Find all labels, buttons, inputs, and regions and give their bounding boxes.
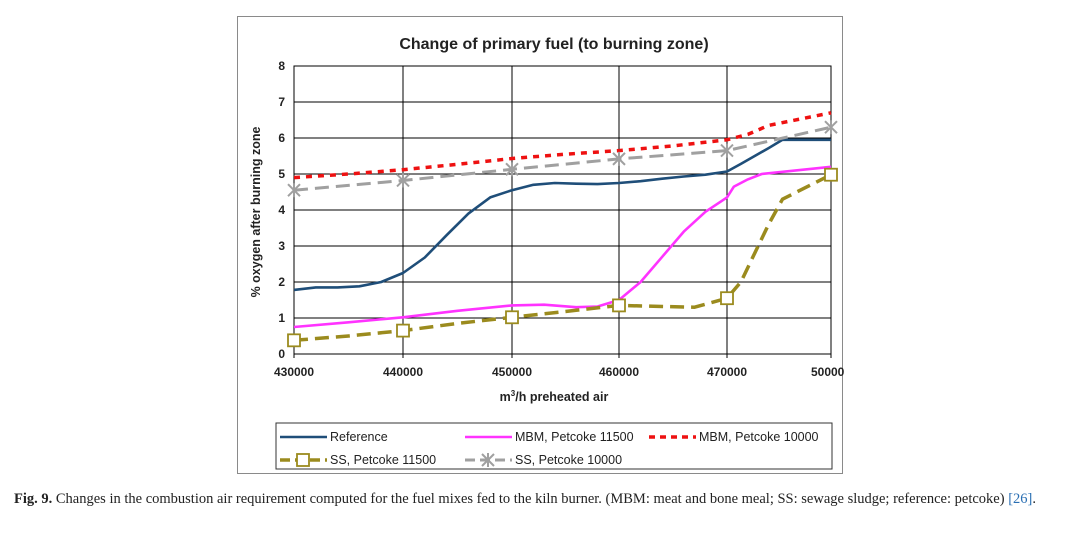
figure-caption: Fig. 9. Changes in the combustion air re… — [14, 489, 1074, 509]
series-marker-5 — [505, 162, 519, 177]
series-line-2 — [293, 165, 832, 329]
series-marker-4 — [612, 298, 626, 313]
chart-title: Change of primary fuel (to burning zone) — [399, 36, 708, 53]
series-line-5 — [293, 125, 832, 192]
x-tick-label: 430000 — [274, 365, 314, 379]
x-tick-label: 470000 — [707, 365, 747, 379]
series-marker-5 — [612, 151, 626, 166]
grid — [293, 65, 832, 355]
x-tick-label: 450000 — [492, 365, 532, 379]
series-marker-4 — [396, 323, 410, 338]
series-marker-5 — [720, 143, 734, 158]
legend-marker-4 — [296, 453, 310, 467]
x-tick-label: 500000 — [811, 365, 844, 379]
legend-marker-5 — [481, 453, 495, 467]
y-tick-label: 8 — [278, 59, 285, 73]
y-tick-label: 1 — [278, 311, 285, 325]
series-marker-5 — [824, 120, 838, 135]
y-axis-title: % oxygen after burning zone — [249, 127, 263, 298]
y-tick-label: 5 — [278, 167, 285, 181]
legend-label-2: MBM, Petcoke 11500 — [515, 430, 634, 444]
series-marker-4 — [824, 167, 838, 182]
caption-end: . — [1032, 491, 1036, 507]
axes: 0 1 2 3 4 5 6 7 8 430000 440000 450000 460000 470000 5… — [274, 59, 844, 379]
series-marker-4 — [720, 291, 734, 306]
series-markers — [287, 120, 838, 348]
legend-box — [275, 422, 833, 470]
x-axis-title: m3/h preheated air — [500, 389, 609, 404]
y-tick-label: 0 — [278, 347, 285, 361]
series-marker-5 — [396, 173, 410, 188]
y-tick-label: 2 — [278, 275, 285, 289]
series-line-4 — [293, 173, 832, 343]
series-line-1 — [293, 138, 831, 292]
legend-label-4: SS, Petcoke 11500 — [330, 453, 436, 467]
caption-label: Fig. 9. — [14, 491, 53, 507]
series-lines — [293, 111, 832, 343]
series-marker-5 — [287, 183, 301, 198]
caption-text: Changes in the combustion air requiremen… — [52, 491, 1009, 507]
caption-reference-link[interactable]: [26] — [1008, 491, 1033, 507]
x-tick-label: 440000 — [383, 365, 423, 379]
y-tick-label: 4 — [278, 203, 285, 217]
x-tick-label: 460000 — [599, 365, 639, 379]
y-tick-label: 6 — [278, 131, 285, 145]
y-tick-label: 3 — [278, 239, 285, 253]
chart-plot: Change of primary fuel (to burning zone)… — [249, 36, 844, 470]
series-line-3 — [293, 111, 832, 180]
chart-frame: Change of primary fuel (to burning zone)… — [237, 16, 844, 474]
series-marker-4 — [505, 310, 519, 325]
legend-label-5: SS, Petcoke 10000 — [515, 453, 622, 467]
legend: Reference MBM, Petcoke 11500 MBM, Petcoke … — [275, 422, 833, 470]
series-marker-4 — [287, 333, 301, 348]
y-tick-label: 7 — [278, 95, 285, 109]
legend-label-1: Reference — [330, 430, 388, 444]
legend-label-3: MBM, Petcoke 10000 — [699, 430, 819, 444]
